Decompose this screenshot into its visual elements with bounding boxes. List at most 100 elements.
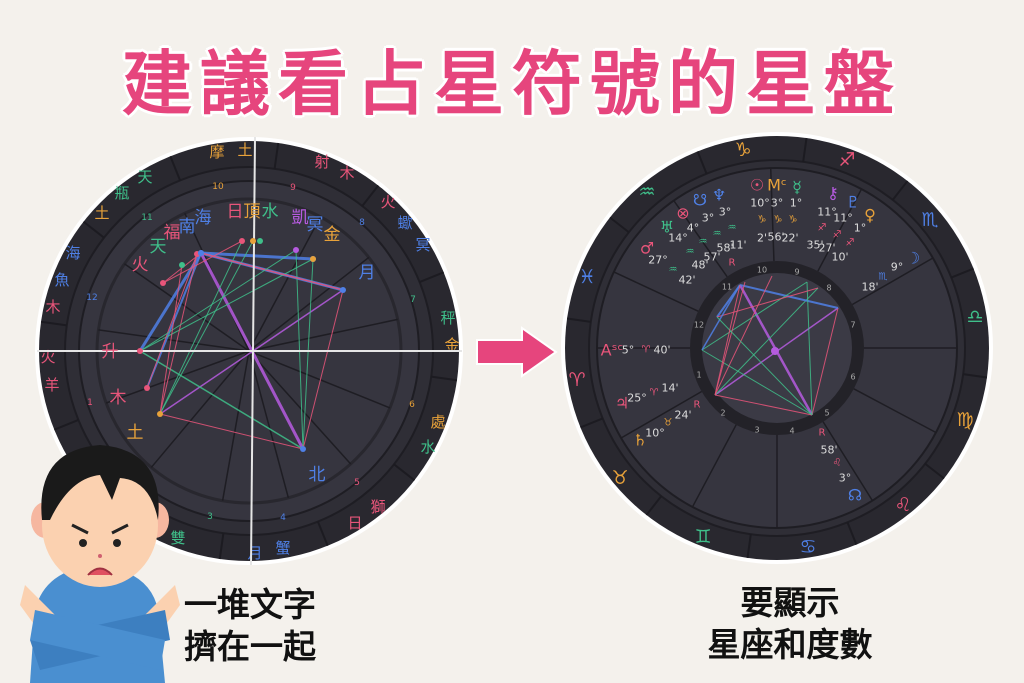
- planet-glyph: ♇: [846, 193, 860, 212]
- house-number: 3: [207, 512, 213, 522]
- degree-label: 48': [691, 259, 708, 272]
- position-label: ♒: [713, 229, 722, 240]
- zodiac-sign-label: 木: [339, 164, 354, 182]
- zodiac-sign-label: 秤: [440, 309, 455, 327]
- arrow-icon: [476, 326, 558, 378]
- zodiac-sign-glyph: ♒: [638, 181, 655, 203]
- house-cusp-line: [691, 424, 737, 508]
- sign-divider: [924, 462, 945, 480]
- aspect-line: [811, 307, 839, 416]
- degree-label: 56': [767, 231, 784, 244]
- position-label: ♒: [728, 223, 737, 234]
- position-label: ♐: [818, 223, 827, 234]
- degree-label: 3°: [719, 206, 732, 219]
- planet-dot: [300, 446, 306, 452]
- zodiac-sign-label: 天: [137, 168, 152, 186]
- page-title: 建議看占星符號的星盤: [122, 43, 902, 125]
- degree-label: 40': [653, 344, 670, 357]
- house-number: 8: [826, 284, 831, 293]
- degree-label: 27°: [648, 254, 668, 267]
- sign-divider: [846, 521, 858, 545]
- house-number: 1: [87, 398, 93, 408]
- house-number: 10: [757, 266, 767, 275]
- planet-glyph: ☊: [848, 486, 862, 505]
- zodiac-sign-label: 土: [237, 141, 252, 159]
- house-number: 5: [354, 478, 360, 488]
- planet-label: 土: [127, 423, 144, 443]
- left-caption-line-2: 擠在一起: [184, 627, 316, 666]
- position-label: ♐: [833, 230, 842, 241]
- aspect-line: [714, 281, 746, 396]
- planet-glyph: Mᶜ: [767, 176, 787, 195]
- planet-glyph: ⚷: [827, 184, 839, 203]
- degree-label: 57': [703, 251, 720, 264]
- planet-label: 木: [110, 388, 127, 408]
- aspect-line: [716, 316, 813, 416]
- zodiac-sign-label: 水: [420, 438, 435, 456]
- degree-label: 27': [818, 242, 835, 255]
- degree-label: 10°: [750, 197, 770, 210]
- planet-glyph: ♀: [864, 206, 876, 225]
- house-number: 9: [290, 183, 296, 193]
- degree-label: 10': [831, 251, 848, 264]
- right-caption-line-1: 要顯示: [740, 583, 840, 622]
- planet-label: 升: [102, 342, 119, 362]
- aspect-line: [139, 249, 297, 352]
- position-label: R: [819, 428, 826, 439]
- sign-divider: [317, 521, 329, 547]
- zodiac-sign-label: 火: [380, 193, 395, 211]
- aspect-line: [159, 253, 198, 415]
- position-label: ♏: [879, 272, 888, 283]
- house-number: 6: [409, 400, 415, 410]
- planet-dot: [310, 256, 316, 262]
- planet-label: 火: [132, 255, 149, 275]
- position-label: ♑: [789, 215, 798, 226]
- position-label: ♒: [686, 247, 695, 258]
- meridian-axis-line: [250, 136, 256, 566]
- planet-label: 凱: [292, 208, 309, 228]
- planet-label: 冥: [307, 215, 324, 235]
- degree-label: 11°: [817, 206, 837, 219]
- planet-dot: [250, 238, 256, 244]
- degree-label: 11': [729, 239, 746, 252]
- position-label: ♑: [774, 215, 783, 226]
- house-number: 4: [789, 427, 794, 436]
- zodiac-sign-label: 處: [430, 413, 445, 431]
- planet-dot: [160, 280, 166, 286]
- planet-dot: [239, 238, 245, 244]
- sign-divider: [218, 533, 225, 560]
- house-cusp-line: [817, 188, 863, 272]
- house-number: 1: [696, 371, 701, 380]
- aspect-line: [714, 287, 819, 396]
- zodiac-sign-label: 月: [247, 544, 262, 562]
- aspect-line: [701, 281, 808, 351]
- planet-label: 南: [179, 217, 196, 237]
- sign-divider: [609, 216, 630, 234]
- house-cusp-line: [853, 388, 937, 434]
- sign-divider: [696, 151, 708, 175]
- planet-label: 海: [195, 208, 212, 228]
- aspect-line: [159, 240, 254, 415]
- house-number: 4: [280, 513, 286, 523]
- zodiac-sign-label: 海: [65, 244, 80, 262]
- house-cusp-line: [221, 350, 250, 501]
- sign-divider: [361, 184, 380, 207]
- zodiac-sign-label: 木: [45, 298, 60, 316]
- house-cusp-line: [248, 350, 391, 409]
- zodiac-sign-label: 獅: [370, 498, 385, 516]
- degree-label: 3°: [839, 472, 852, 485]
- zodiac-sign-label: 火: [40, 348, 55, 366]
- planet-dot: [137, 348, 143, 354]
- planet-label: 水: [262, 202, 279, 222]
- zodiac-sign-label: 土: [94, 204, 109, 222]
- house-number: 6: [850, 373, 855, 382]
- planet-label: 天: [150, 237, 167, 257]
- degree-label: 22': [781, 232, 798, 245]
- degree-label: 3°: [771, 197, 784, 210]
- aspect-line: [302, 289, 344, 450]
- degree-label: 14': [661, 382, 678, 395]
- aspect-line: [701, 284, 741, 351]
- zodiac-sign-label: 蠍: [397, 214, 412, 232]
